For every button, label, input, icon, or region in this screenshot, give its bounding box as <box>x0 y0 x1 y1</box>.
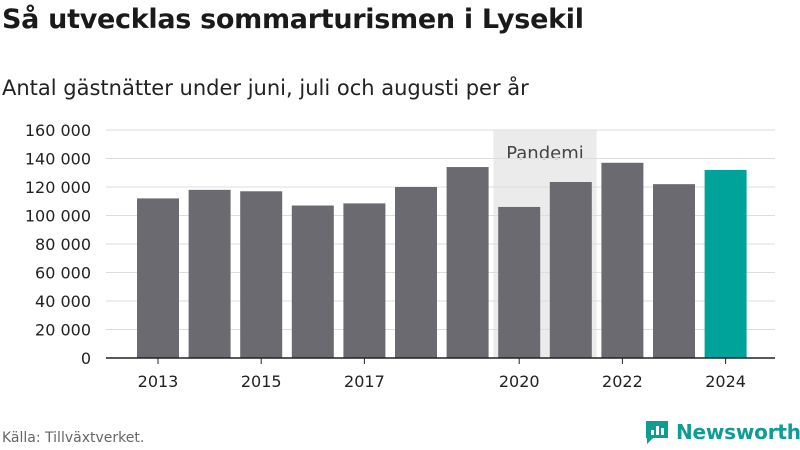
source-note: Källa: Tillväxtverket. <box>2 430 145 446</box>
bar-2019 <box>446 167 489 358</box>
pandemic-label: Pandemi <box>506 143 584 164</box>
y-tick-label: 160 000 <box>25 121 91 140</box>
bar-2015 <box>240 191 283 358</box>
y-tick-label: 20 000 <box>35 321 91 340</box>
brand-name: Newsworthy <box>676 420 800 444</box>
x-tick-label: 2020 <box>499 372 540 391</box>
x-tick-label: 2022 <box>602 372 643 391</box>
x-tick-label: 2017 <box>344 372 385 391</box>
y-tick-label: 40 000 <box>35 292 91 311</box>
x-tick-label: 2015 <box>241 372 282 391</box>
y-tick-label: 0 <box>81 349 91 368</box>
bar-2018 <box>395 187 437 358</box>
bar-2016 <box>291 205 334 358</box>
x-tick-label: 2013 <box>138 372 179 391</box>
y-tick-label: 60 000 <box>35 264 91 283</box>
bar-2024 <box>704 169 747 358</box>
bar-2020 <box>498 206 541 358</box>
y-tick-label: 140 000 <box>25 150 91 169</box>
bar-2014 <box>188 189 231 358</box>
chart-subtitle: Antal gästnätter under juni, juli och au… <box>2 76 529 100</box>
bar-2021 <box>549 182 592 358</box>
bar-2023 <box>653 184 695 358</box>
bar-2013 <box>137 198 179 358</box>
bar-2017 <box>343 203 386 358</box>
y-tick-label: 80 000 <box>35 235 91 254</box>
chart-title: Så utvecklas sommarturismen i Lysekil <box>2 4 584 35</box>
bar-2022 <box>601 162 644 358</box>
y-tick-label: 100 000 <box>25 207 91 226</box>
newsworthy-logo-icon <box>646 421 668 444</box>
y-tick-label: 120 000 <box>25 178 91 197</box>
x-tick-label: 2024 <box>705 372 746 391</box>
brand-logo: Newsworthy <box>644 419 800 445</box>
